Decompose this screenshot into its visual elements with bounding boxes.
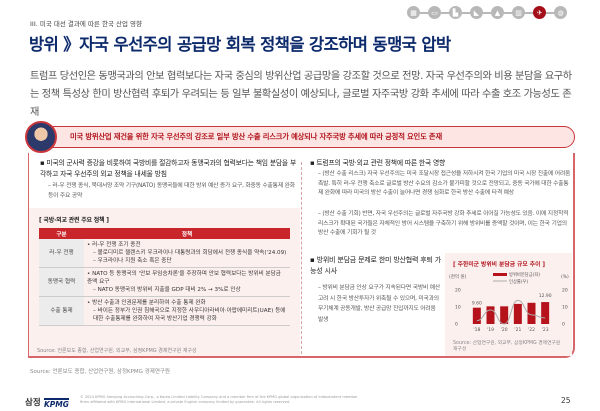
row-policy: • 러-우 전쟁 조기 종전 – 볼로디미르 젤렌스키 우크라이나 대통령과의 회… [84, 239, 290, 268]
car-icon[interactable]: ▭ [428, 6, 441, 19]
bar [500, 306, 509, 324]
bar [472, 307, 481, 324]
icon-connector [483, 11, 491, 14]
policy-line: – 바이든 정부가 인권 침해국으로 지정한 사우디아라비아·아랍에미리트(UA… [93, 308, 286, 322]
copyright: © 2024 KPMG Samjong Accounting Corp., a … [80, 395, 358, 404]
right-sub-1a: – (방산 수출 리스크) 자국 우선주의는 미국 조달시장 접근성을 저하시켜… [318, 171, 571, 196]
left-sub-text: 러-우 전쟁 종식, 북대서양 조약 기구(NATO) 동맹국들에 대한 방위 … [48, 183, 295, 199]
bar [513, 303, 522, 324]
content-box [28, 153, 575, 358]
bar [486, 306, 495, 324]
policy-line: • NATO 등 동맹국의 '안보 무임승차론'을 주장하며 안보 협력보다는 … [87, 271, 281, 285]
left-sub: – 러-우 전쟁 종식, 북대서양 조약 기구(NATO) 동맹국들에 대한 방… [48, 183, 295, 199]
lead-paragraph: 트럼프 당선인은 동맹국과의 안보 협력보다는 자국 중심의 방위산업 공급망을… [30, 71, 572, 118]
x-tick: '21 [514, 327, 521, 333]
icon-connector [504, 11, 512, 14]
right-sub-2: – 방위비 분담금 인상 요구가 지속된다면 국방비 예산 고려 시 한국 방산… [318, 285, 440, 323]
industry-nav: ▦ ▭ ▙ ◣ ▲ ▥ ✈ ◍ [407, 6, 567, 19]
legend-label: 인상률(우) [509, 278, 528, 285]
policy-table: 구분 정책 러-우 전쟁 • 러-우 전쟁 조기 종전 – 볼로디미르 젤렌스키 우크… [39, 228, 290, 326]
policy-line: – NATO 동맹국의 방위비 지출을 GDP 대비 2% → 3%로 인상 [93, 287, 241, 293]
data-label: 9.60 [472, 301, 482, 307]
building-icon[interactable]: ▲ [491, 6, 504, 19]
column-divider [301, 162, 302, 354]
right-sub-text: (방산 수출 리스크) 자국 우선주의는 미국 조달시장 접근성을 저하시켜 한… [318, 171, 571, 196]
logo-text: 삼정 [25, 398, 41, 408]
x-tick: '20 [501, 327, 508, 333]
y-tick-left: 20 [455, 288, 461, 294]
page-title: 방위 》자국 우선주의 공급망 회복 정책을 강조하며 동맹국 압박 [29, 35, 451, 54]
icon-connector [441, 11, 449, 14]
chart-panel [445, 253, 572, 356]
bar-line-chart: (천억 원) (%) 방위비분담금(좌)인상률(우) 0 0 10 10 20 20 '18 '19… [449, 271, 569, 333]
x-tick: '23 [542, 327, 549, 333]
col-header: 구분 [39, 228, 84, 239]
page-source: Source: 언론보도 종합, 산업연구원, 삼정KPMG 경제연구원 [30, 369, 170, 375]
right-bullet-1: ▪ 트럼프의 국방·외교 관련 정책에 따른 한국 영향 [310, 159, 446, 167]
policy-line: • 방산 수출과 인권문제를 분리하여 수출 통제 완화 [87, 300, 206, 306]
ship-icon[interactable]: ◣ [470, 6, 483, 19]
y-axis-label-left: (천억 원) [449, 273, 467, 280]
row-key: 동맹국 협력 [39, 267, 84, 297]
table-row: 동맹국 협력 • NATO 등 동맹국의 '안보 무임승차론'을 주장하며 안보 … [39, 267, 290, 297]
x-tick: '19 [487, 327, 494, 333]
icon-connector [420, 11, 428, 14]
chart-title: [ 주한미군 방위비 분담금 규모 추이 ] [453, 262, 546, 268]
chart-source: Source: 산업연구원, 외교부, 삼정KPMG 경제연구원 재구성 [453, 341, 561, 352]
page-number: 25 [561, 396, 571, 405]
policy-line: • 러-우 전쟁 조기 종전 [87, 242, 141, 248]
table-source: Source: 언론보도 종합, 산업연구원, 외교부, 삼정KPMG 경제연구… [37, 348, 197, 354]
left-bullet: ▪ 미국의 군사력 증강을 비롯하여 국방비를 절감하고자 동맹국과의 협력보다… [40, 159, 296, 178]
y-tick-right: 10 [562, 305, 568, 311]
section-label: III. 미국 대선 결과에 따른 한국 산업 영향 [30, 20, 142, 28]
kpmg-logo: KPMG [44, 398, 69, 409]
x-tick: '22 [528, 327, 535, 333]
jet-icon[interactable]: ✈ [533, 6, 546, 19]
table-title: [ 국방·외교 관련 주요 정책 ] [39, 217, 109, 224]
icon-connector [546, 11, 554, 14]
policy-line: – 볼로디미르 젤렌스키 우크라이나 대통령과의 회담에서 전쟁 종식을 약속(… [93, 250, 287, 256]
data-label: 12.90 [539, 293, 552, 299]
x-tick: '18 [473, 327, 480, 333]
y-axis-label-right: (%) [561, 274, 569, 280]
line-series [476, 299, 546, 325]
row-key: 수출 통제 [39, 296, 84, 326]
row-policy: • NATO 등 동맹국의 '안보 무임승차론'을 주장하며 안보 협력보다는 … [84, 267, 290, 297]
right-sub-text: 방위비 분담금 인상 요구가 지속된다면 국방비 예산 고려 시 한국 방산투자… [318, 285, 440, 323]
right-bullet-2: ▪ 방위비 분담금 문제로 한미 방산협력 후퇴 가능성 시사 [310, 256, 442, 275]
legend-swatch-bar [493, 273, 507, 276]
policy-line: – 우크라이나 지원 축소 혹은 중단 [93, 258, 172, 264]
footer: 삼정 KPMG © 2024 KPMG Samjong Accounting C… [0, 392, 600, 411]
right-bullet-2-text: 방위비 분담금 문제로 한미 방산협력 후퇴 가능성 시사 [310, 256, 442, 275]
table-row: 러-우 전쟁 • 러-우 전쟁 조기 종전 – 볼로디미르 젤렌스키 우크라이나 대… [39, 239, 290, 268]
factory-icon[interactable]: ▙ [449, 6, 462, 19]
right-sub-text: (방산 수출 기회) 반면, 자국 우선주의는 글로벌 자주국방 강화 추세로 … [318, 211, 569, 236]
y-tick-left: 10 [455, 305, 461, 311]
row-policy: • 방산 수출과 인권문제를 분리하여 수출 통제 완화 – 바이든 정부가 인권… [84, 296, 290, 326]
icon-connector [462, 11, 470, 14]
chip-icon[interactable]: ▦ [407, 6, 420, 19]
avatar [25, 121, 57, 153]
left-bullet-text: 미국의 군사력 증강을 비롯하여 국방비를 절감하고자 동맹국과의 협력보다는 … [40, 159, 296, 178]
y-tick-right: 0 [562, 322, 565, 328]
right-sub-1b: – (방산 수출 기회) 반면, 자국 우선주의는 글로벌 자주국방 강화 추세… [318, 211, 569, 236]
legend-label: 방위비분담금(좌) [509, 271, 540, 278]
bar [541, 302, 550, 324]
key-message-banner: 미국 방위산업 재건을 위한 자국 우선주의 강조로 일부 방산 수출 리스크가… [40, 126, 575, 148]
right-bullet-1-text: 트럼프의 국방·외교 관련 정책에 따른 한국 영향 [316, 159, 446, 167]
y-tick-right: 20 [562, 288, 568, 294]
col-header: 정책 [84, 228, 290, 239]
table-row: 수출 통제 • 방산 수출과 인권문제를 분리하여 수출 통제 완화 – 바이든 정… [39, 296, 290, 326]
bar [527, 302, 536, 324]
y-tick-left: 0 [455, 322, 458, 328]
icon-connector [525, 11, 533, 14]
globe-icon[interactable]: ◍ [554, 6, 567, 19]
city-icon[interactable]: ▥ [512, 6, 525, 19]
row-key: 러-우 전쟁 [39, 239, 84, 268]
